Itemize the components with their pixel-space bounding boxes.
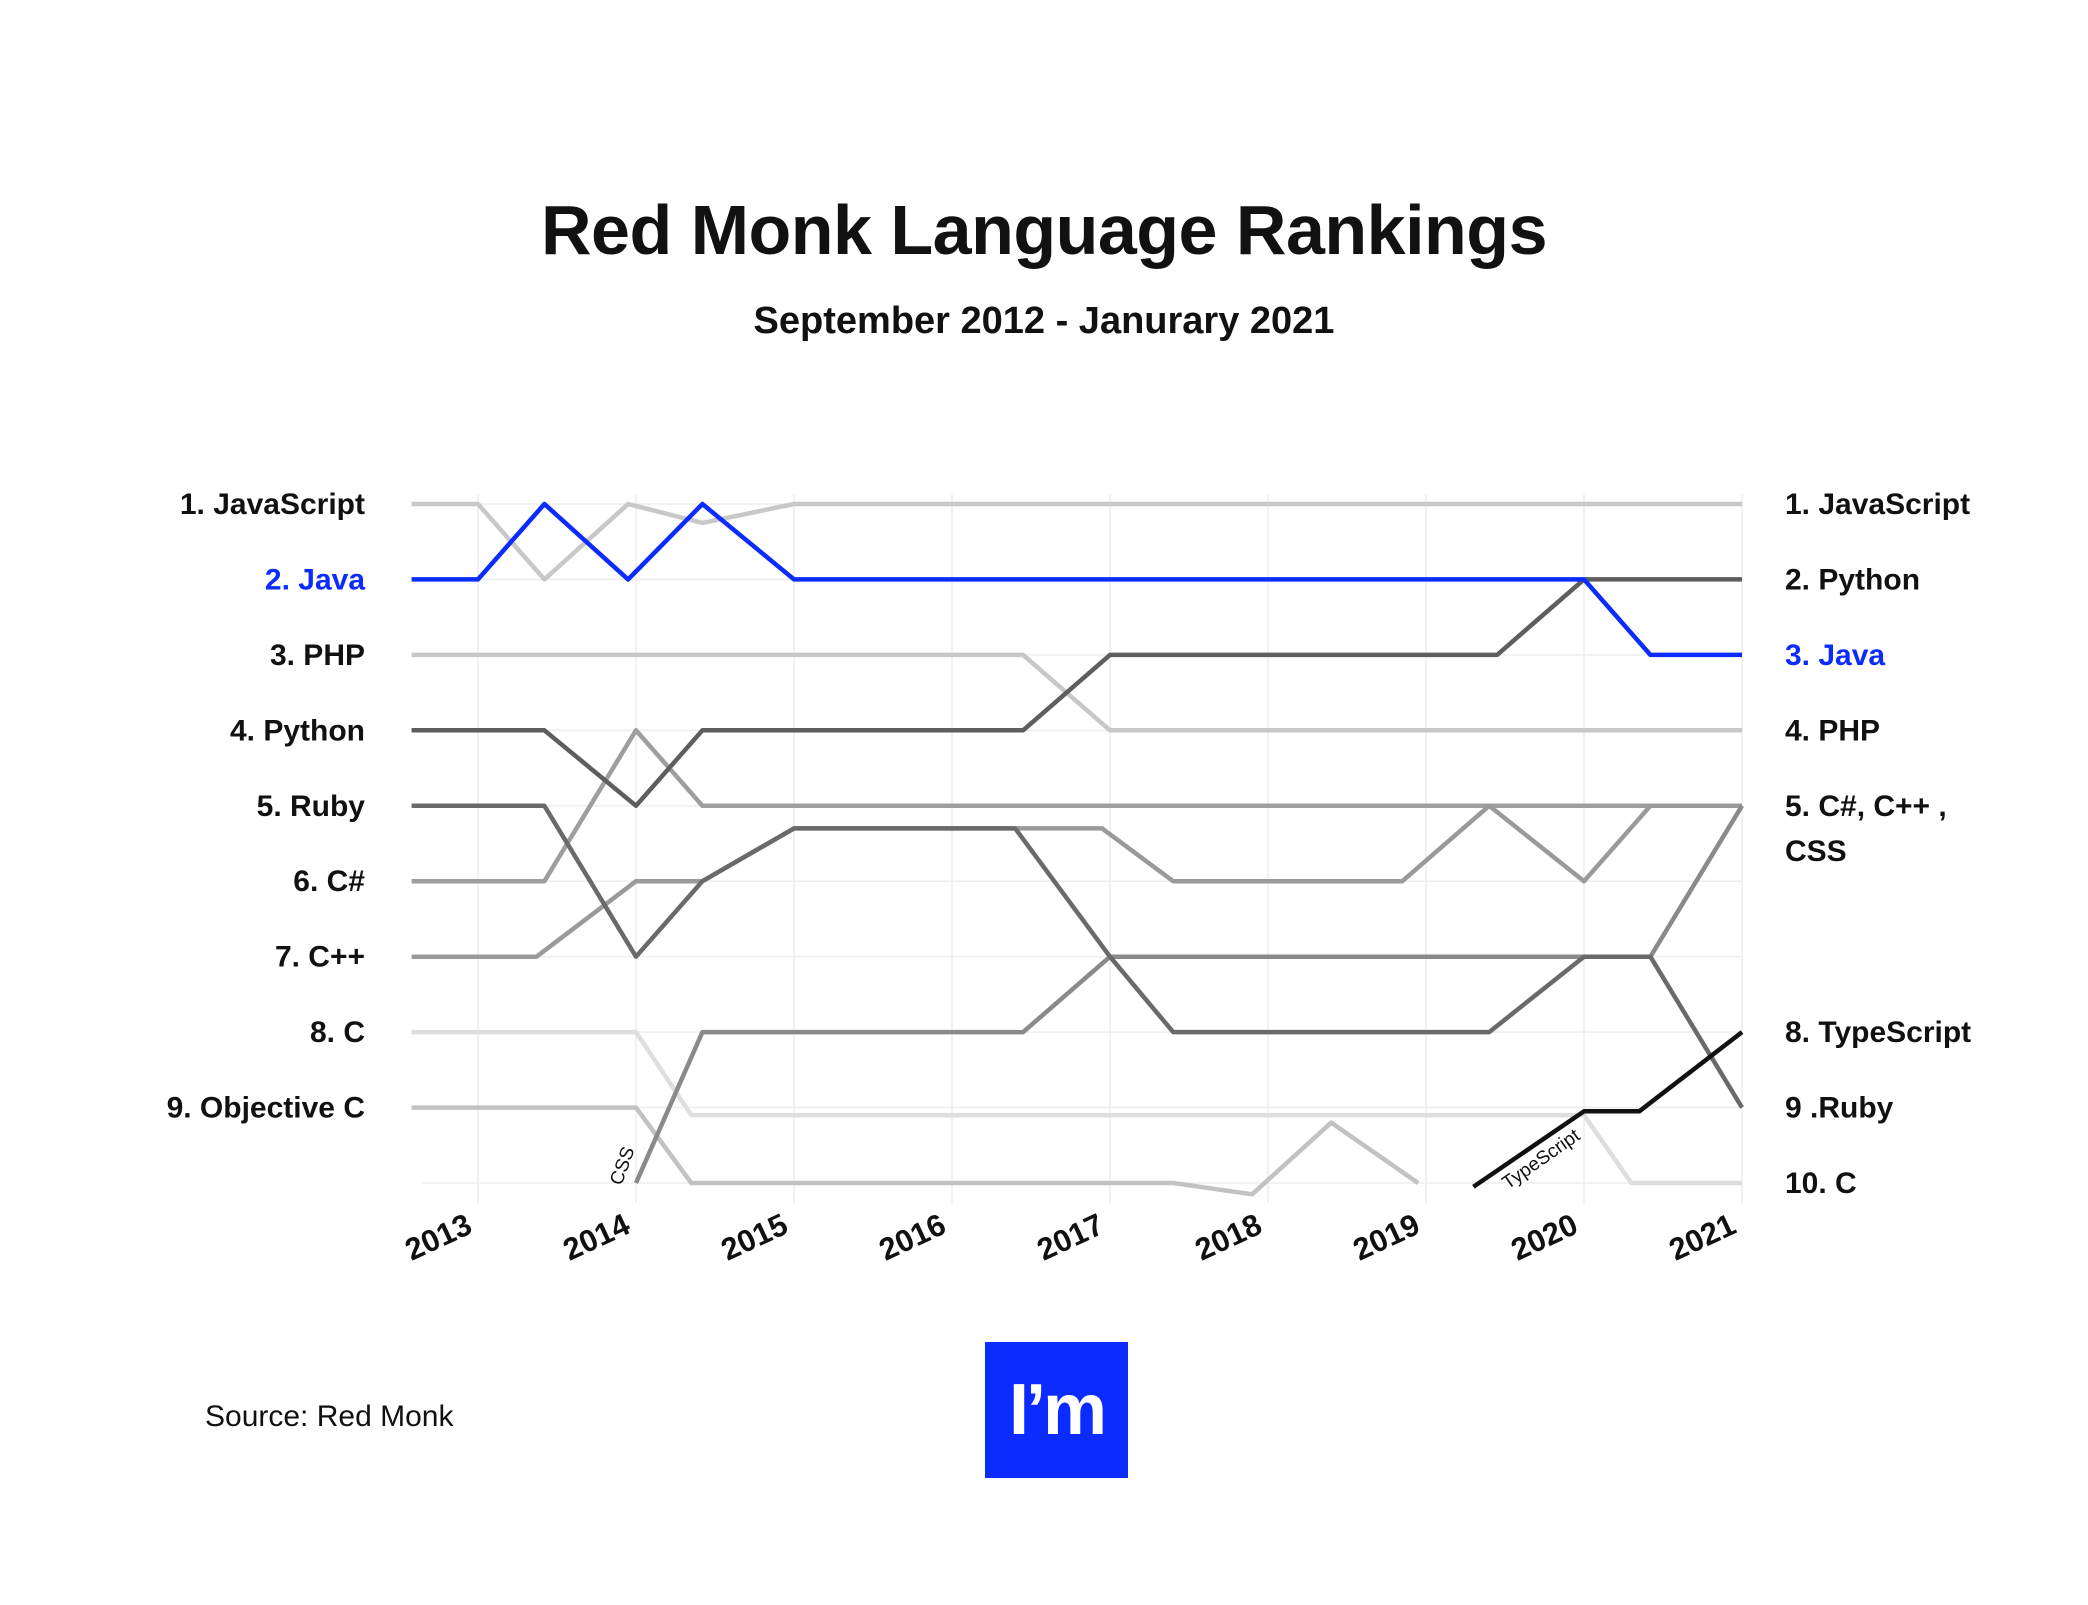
brand-logo: I’m	[985, 1342, 1128, 1478]
left-rank-label: 9. Objective C	[167, 1092, 365, 1125]
right-rank-label: 2. Python	[1785, 563, 1920, 596]
right-rank-label: 5. C#, C++ ,	[1785, 790, 1947, 823]
right-rank-label: 9 .Ruby	[1785, 1092, 1894, 1125]
right-rank-label: 3. Java	[1785, 639, 1885, 672]
left-rank-label: 3. PHP	[270, 639, 365, 672]
right-rank-label: 1. JavaScript	[1785, 488, 1970, 521]
x-tick-label: 2014	[558, 1206, 636, 1267]
x-tick-label: 2017	[1032, 1207, 1109, 1268]
series-line-java	[411, 501, 1742, 658]
brand-logo-text: I’m	[1008, 1370, 1107, 1450]
series-line-php	[411, 652, 1742, 733]
x-tick-label: 2016	[874, 1207, 951, 1268]
series-line-typescript	[1472, 1030, 1744, 1189]
left-rank-label: 7. C++	[275, 941, 365, 974]
x-tick-label: 2021	[1664, 1207, 1741, 1268]
right-rank-label: 4. PHP	[1785, 714, 1880, 747]
x-tick-label: 2015	[716, 1207, 793, 1268]
left-rank-label: 4. Python	[230, 714, 365, 747]
right-rank-label: 8. TypeScript	[1785, 1016, 1971, 1049]
x-tick-label: 2020	[1506, 1207, 1583, 1268]
series-line-objective-c	[411, 1105, 1420, 1197]
x-tick-label: 2013	[400, 1207, 477, 1268]
series-line-c-plus-plus	[411, 803, 1742, 959]
series-line-c	[411, 1029, 1742, 1186]
left-rank-label: 8. C	[310, 1016, 365, 1049]
series-line-python	[411, 577, 1742, 809]
series-line-css	[633, 804, 1744, 1184]
series-line-javascript	[411, 501, 1742, 582]
x-tick-label: 2018	[1190, 1207, 1267, 1268]
left-rank-label: 2. Java	[265, 563, 365, 596]
chart-subtitle: September 2012 - Janurary 2021	[753, 300, 1335, 342]
left-rank-label: 1. JavaScript	[180, 488, 365, 521]
left-rank-label: 6. C#	[293, 865, 365, 898]
source-note: Source: Red Monk	[205, 1400, 454, 1433]
right-rank-label: 10. C	[1785, 1167, 1857, 1200]
x-tick-label: 2019	[1348, 1207, 1425, 1268]
left-rank-label: 5. Ruby	[257, 790, 366, 823]
series-line-ruby	[411, 803, 1744, 1109]
right-rank-label: CSS	[1785, 835, 1847, 868]
chart-title: Red Monk Language Rankings	[541, 191, 1548, 269]
